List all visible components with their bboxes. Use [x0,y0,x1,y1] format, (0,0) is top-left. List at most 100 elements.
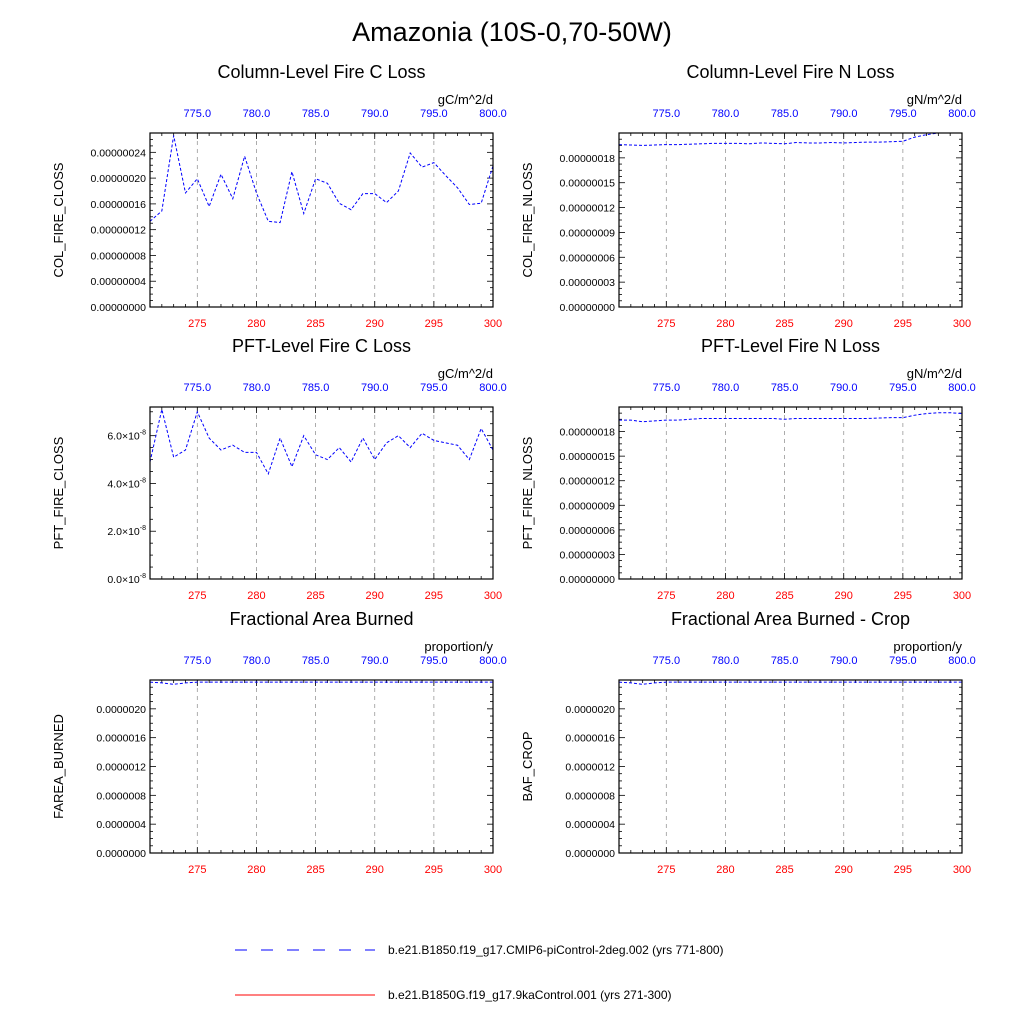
x-tick-label: 300 [484,864,502,876]
x-top-tick-label: 785.0 [771,382,799,394]
x-tick-label: 300 [484,590,502,602]
y-tick-label: 0.0000016 [96,733,146,745]
panel-title: Fractional Area Burned - Crop [671,609,910,629]
x-top-tick-label: 775.0 [184,655,212,667]
y-tick-label: 0.00000004 [91,276,147,288]
legend-label-2: b.e21.B1850G.f19_g17.9kaControl.001 (yrs… [388,988,672,1002]
x-top-tick-label: 800.0 [479,655,507,667]
legend-label-1: b.e21.B1850.f19_g17.CMIP6-piControl-2deg… [388,943,724,957]
x-tick-label: 280 [716,590,734,602]
x-tick-label: 285 [306,590,324,602]
units-label: proportion/y [893,639,962,654]
x-top-tick-label: 785.0 [302,382,330,394]
plot-frame [618,132,963,308]
chart-panel-2: Column-Level Fire N Loss gN/m^2/d 275 280 28… [520,62,976,330]
plot-frame [618,679,963,854]
plot-frame [149,679,494,854]
plot-frame [618,406,963,580]
x-top-tick-label: 795.0 [420,382,448,394]
y-tick-label: 0.00000009 [560,227,616,239]
x-top-tick-label: 785.0 [771,655,799,667]
chart-panel-6: Fractional Area Burned - Crop proportion/… [520,609,976,876]
y-tick-exponent: -8 [140,525,146,532]
x-top-tick-label: 780.0 [243,108,271,120]
x-tick-label: 275 [657,864,675,876]
x-top-tick-label: 785.0 [302,108,330,120]
y-tick-label: 0.0000012 [565,762,615,774]
y-tick-label: 0.0000004 [96,819,146,831]
x-top-tick-label: 775.0 [184,108,212,120]
x-tick-label: 285 [306,864,324,876]
x-top-tick-label: 775.0 [653,655,681,667]
x-top-tick-label: 795.0 [889,382,917,394]
series-line-1 [619,412,963,423]
y-tick-mantissa: 2.0 [107,526,122,538]
y-tick-exponent: -8 [140,477,146,484]
y-tick-mantissa: 0.0 [107,574,122,586]
x-tick-label: 300 [484,318,502,330]
y-tick-suffix: ×10 [122,574,140,586]
chart-panels: Column-Level Fire C Loss gC/m^2/d 275 280 28… [51,62,976,876]
x-tick-label: 275 [657,318,675,330]
x-tick-label: 290 [835,864,853,876]
y-tick-label: 0.0000012 [96,762,146,774]
units-label: gC/m^2/d [438,366,493,381]
legend: b.e21.B1850.f19_g17.CMIP6-piControl-2deg… [235,943,724,1002]
x-top-tick-label: 780.0 [243,655,271,667]
y-tick-label: 0.00000020 [91,173,147,185]
y-tick-mantissa: 4.0 [107,478,122,490]
x-top-tick-label: 790.0 [830,108,858,120]
x-top-tick-label: 775.0 [653,382,681,394]
y-tick-label: 0.00000009 [560,500,616,512]
x-tick-label: 295 [894,590,912,602]
figure-title: Amazonia (10S-0,70-50W) [352,17,672,47]
chart-panel-4: PFT-Level Fire N Loss gN/m^2/d 275 280 285 29… [520,336,976,602]
y-tick-label: 0.0000004 [565,819,615,831]
chart-panel-3: PFT-Level Fire C Loss gC/m^2/d 275 280 285 29… [51,336,507,602]
y-tick-suffix: ×10 [122,478,140,490]
x-top-tick-label: 780.0 [712,382,740,394]
x-tick-label: 295 [425,318,443,330]
y-tick-label: 0.00000024 [91,147,147,159]
y-tick-label: 0.00000018 [560,153,616,165]
x-top-tick-label: 790.0 [830,382,858,394]
plot-frame [149,406,494,580]
y-tick-label: 0.0×10-8 [107,573,146,586]
y-tick-label: 0.00000012 [560,203,616,215]
y-axis-label: COL_FIRE_NLOSS [520,162,535,277]
x-tick-label: 275 [188,590,206,602]
y-axis-label: FAREA_BURNED [51,714,66,819]
x-tick-label: 295 [425,590,443,602]
x-top-tick-label: 795.0 [420,108,448,120]
y-tick-label: 0.0000000 [96,848,146,860]
y-tick-exponent: -8 [140,430,146,437]
x-top-tick-label: 790.0 [361,655,389,667]
x-tick-label: 275 [657,590,675,602]
y-tick-exponent: -8 [140,573,146,580]
y-tick-label: 0.00000015 [560,178,616,190]
x-top-tick-label: 800.0 [479,382,507,394]
y-tick-label: 0.00000012 [91,225,147,237]
series-line-1 [618,132,962,146]
x-tick-label: 290 [366,864,384,876]
series-line-1 [149,409,494,476]
y-tick-label: 0.00000012 [560,476,616,488]
y-tick-label: 0.0000000 [565,848,615,860]
x-tick-label: 280 [716,318,734,330]
x-tick-label: 285 [775,318,793,330]
x-tick-label: 295 [894,864,912,876]
x-tick-label: 285 [306,318,324,330]
y-tick-label: 0.00000006 [560,525,616,537]
y-tick-suffix: ×10 [122,431,140,443]
y-tick-label: 2.0×10-8 [107,525,146,538]
x-tick-label: 285 [775,590,793,602]
x-top-tick-label: 785.0 [771,108,799,120]
y-axis-label: PFT_FIRE_CLOSS [51,436,66,549]
x-tick-label: 275 [188,318,206,330]
units-label: gC/m^2/d [438,92,493,107]
x-top-tick-label: 780.0 [712,108,740,120]
panel-title: Fractional Area Burned [229,609,413,629]
y-tick-label: 6.0×10-8 [107,430,146,443]
